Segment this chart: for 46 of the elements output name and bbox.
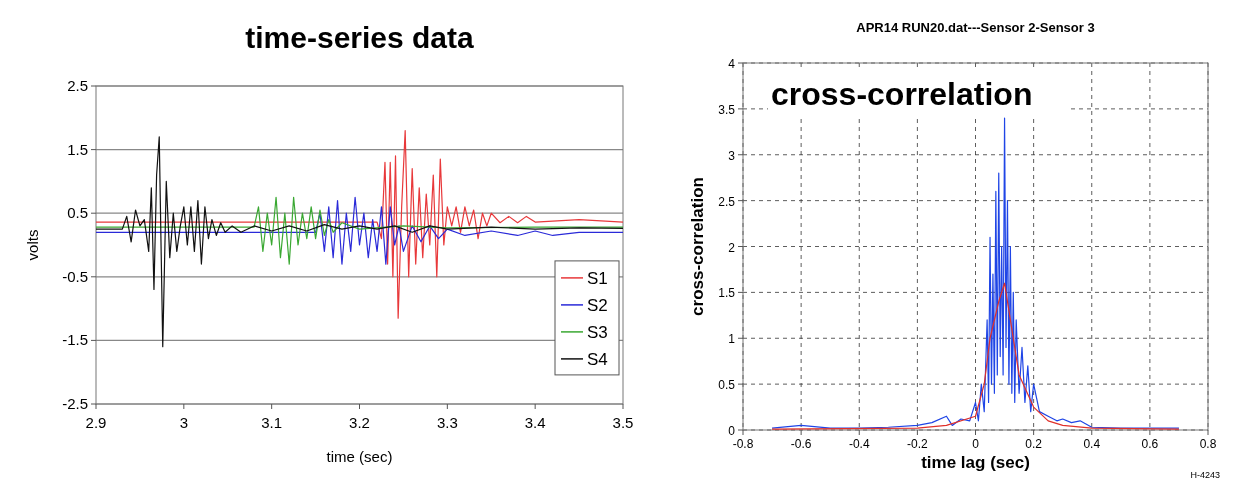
line-series <box>95 136 624 348</box>
y-tick-label: 1.5 <box>67 140 88 158</box>
y-tick-label: 2.5 <box>718 194 736 209</box>
x-tick-label: 0.4 <box>1083 437 1101 451</box>
chart-title: APR14 RUN20.dat---Sensor 2-Sensor 3 <box>856 20 1095 35</box>
x-tick-label: -0.4 <box>848 437 870 451</box>
y-tick-label: 3 <box>728 148 736 163</box>
line-series <box>95 196 624 265</box>
y-tick-label: -1.5 <box>62 331 88 349</box>
text: H-4243 <box>1190 470 1220 480</box>
y-axis-title: volts <box>24 229 41 261</box>
x-axis-title: time lag (sec) <box>921 453 1030 472</box>
x-tick-label: 3 <box>179 414 189 431</box>
line-series <box>771 282 1180 430</box>
y-tick-label: 3.5 <box>718 102 736 117</box>
chart-title: time-series data <box>245 21 475 54</box>
legend-label: S2 <box>587 295 608 315</box>
x-tick-label: 0.2 <box>1025 437 1043 451</box>
y-tick-label: -2.5 <box>62 395 88 412</box>
x-tick-label: 0.8 <box>1199 437 1217 451</box>
x-axis-title: time (sec) <box>326 448 393 465</box>
x-tick-label: 0 <box>972 437 980 451</box>
y-tick-label: 0.5 <box>718 378 736 393</box>
x-tick-label: 2.9 <box>85 414 107 431</box>
y-tick-label: -0.5 <box>62 267 88 285</box>
annotation: cross-correlation <box>771 76 1033 112</box>
y-tick-label: 2.5 <box>67 77 88 94</box>
x-tick-label: 3.4 <box>524 414 546 431</box>
x-tick-label: 3.1 <box>261 414 283 431</box>
line-series <box>95 129 624 319</box>
y-tick-label: 1 <box>728 332 736 347</box>
y-tick-label: 4 <box>728 57 736 71</box>
y-tick-label: 0.5 <box>67 204 88 222</box>
y-axis-title: cross-correlation <box>688 177 707 316</box>
x-tick-label: -0.8 <box>732 437 754 451</box>
legend-label: S3 <box>587 322 608 342</box>
x-tick-label: 3.2 <box>349 414 370 431</box>
x-tick-label: -0.2 <box>907 437 929 451</box>
x-tick-label: 3.5 <box>612 414 634 431</box>
y-tick-label: 1.5 <box>718 286 736 301</box>
x-tick-label: 0.6 <box>1141 437 1159 451</box>
x-tick-label: -0.6 <box>790 437 812 451</box>
x-tick-label: 3.3 <box>436 414 458 431</box>
legend-label: S4 <box>587 349 608 369</box>
y-tick-label: 2 <box>728 240 736 255</box>
legend-label: S1 <box>587 268 608 288</box>
